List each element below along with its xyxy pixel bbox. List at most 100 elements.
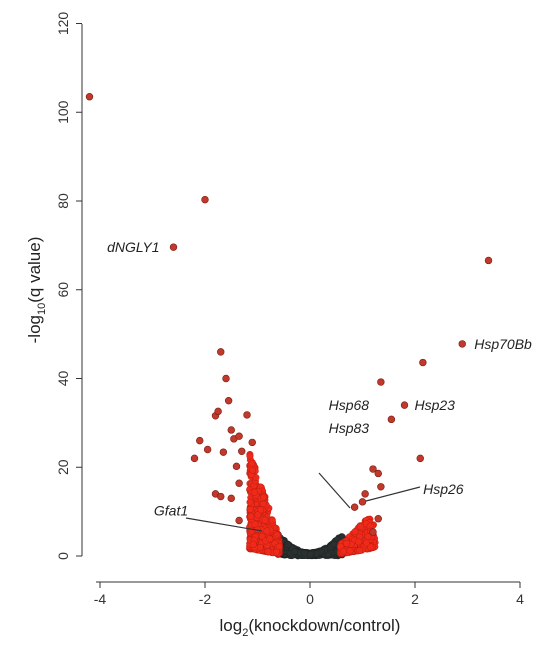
point-significant [343,539,351,547]
point-outlier [387,415,396,424]
point-significant [266,535,274,543]
y-axis: 0 20 40 60 80 100 120 [55,12,83,560]
point-not-significant [330,540,338,548]
point-not-significant [307,550,314,558]
x-axis-title: log2(knockdown/control) [220,616,401,639]
point-outlier [217,348,225,356]
point-not-significant [284,541,292,549]
point-outlier [214,407,222,416]
point-outlier [238,447,246,455]
point-not-significant [318,548,325,556]
point-outlier [484,256,493,265]
point-outlier [190,454,199,463]
point-outlier [196,436,204,445]
point-significant [362,539,370,547]
point-significant [250,488,258,496]
point-outlier [222,374,230,383]
point-significant [346,547,354,555]
y-tick-label: 0 [55,552,71,560]
point-significant [246,452,254,460]
y-tick-label: 20 [55,459,71,475]
point-outlier [458,340,466,348]
point-significant [356,546,364,554]
point-outlier [169,243,178,251]
y-tick-label: 100 [55,100,71,124]
y-ticks: 0 20 40 60 80 100 120 [55,12,82,560]
point-significant [264,548,272,556]
gene-annotations: dNGLY1 Hsp70Bb Hsp23 Hsp68 Hsp83 Hsp26 Gfat1 [107,239,532,532]
gene-label: Hsp70Bb [474,336,532,352]
point-outlier [232,462,241,471]
point-outlier [227,426,235,434]
point-outlier [377,378,385,386]
point-outlier [217,492,225,501]
x-tick-label: 4 [516,591,524,607]
point-outlier [369,465,377,473]
leader-line [185,517,263,532]
gene-label: Hsp68 [329,397,370,413]
point-outlier [201,195,209,204]
point-outlier [358,498,367,506]
point-outlier [400,401,409,409]
point-not-significant [290,548,298,555]
point-outlier [227,494,235,503]
point-outlier [377,483,385,491]
point-outlier [350,503,359,511]
leader-line [318,472,351,509]
point-outlier [369,528,377,536]
leader-line [365,486,421,502]
point-significant [356,522,364,530]
gene-label: Hsp23 [415,397,456,413]
gene-label: Gfat1 [154,502,188,518]
x-tick-label: -4 [94,591,107,607]
point-outlier [224,396,233,405]
point-outlier [235,479,243,487]
point-outlier [374,469,382,478]
point-significant [261,516,269,524]
point-significant [273,531,281,539]
point-significant [263,527,271,535]
x-tick-label: -2 [199,591,212,607]
point-significant [254,511,262,519]
point-significant [249,540,257,548]
point-outlier [203,445,212,454]
point-outlier [235,432,243,440]
labeled-points [85,93,493,536]
y-tick-label: 40 [55,371,71,387]
point-not-significant [301,549,308,557]
point-outlier [361,490,369,498]
point-significant [249,466,257,474]
point-outlier [235,516,243,525]
point-significant [355,538,363,546]
point-significant [246,498,254,506]
point-outlier [374,515,382,523]
gene-label: dNGLY1 [107,239,159,255]
y-axis-title: -log10(q value) [25,237,48,344]
point-significant [351,528,359,536]
point-outlier [85,93,94,101]
gene-label: Hsp26 [423,481,464,497]
point-significant [251,520,259,528]
point-significant [246,505,254,513]
x-ticks: -4 -2 0 2 4 [94,582,524,607]
point-significant [258,532,266,540]
point-outlier [219,448,228,456]
point-outlier [248,438,256,447]
x-tick-label: 2 [411,591,419,607]
y-tick-label: 80 [55,193,71,209]
gene-label: Hsp83 [329,420,370,436]
y-tick-label: 60 [55,282,71,298]
point-significant [275,542,283,550]
point-outlier [419,358,427,367]
point-significant [259,493,267,501]
point-significant [272,548,280,556]
point-cloud [246,450,379,560]
point-significant [339,547,347,555]
x-tick-label: 0 [306,591,314,607]
y-tick-label: 120 [55,12,71,36]
x-axis: -4 -2 0 2 4 [94,581,524,607]
point-outlier [243,411,251,419]
point-significant [364,533,372,541]
point-outlier [416,454,424,463]
